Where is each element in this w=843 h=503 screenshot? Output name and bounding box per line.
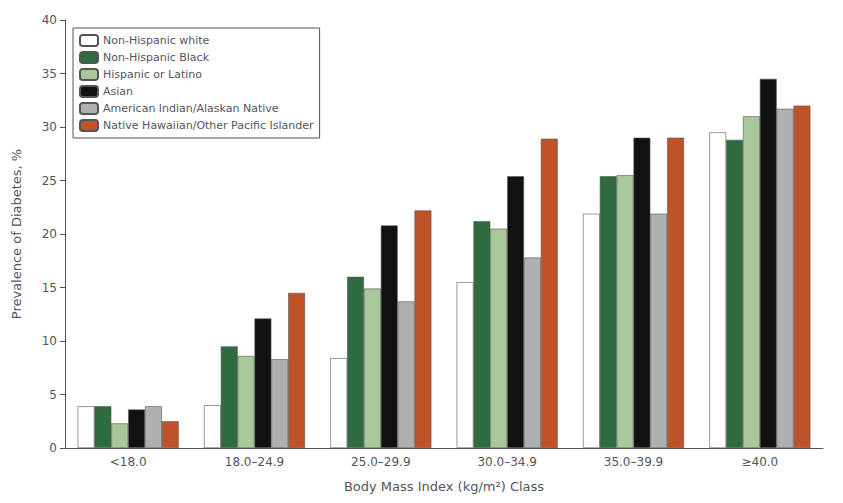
svg-text:30.0–34.9: 30.0–34.9 bbox=[477, 455, 536, 469]
svg-text:0: 0 bbox=[49, 441, 57, 455]
svg-text:5: 5 bbox=[49, 388, 57, 402]
svg-text:<18.0: <18.0 bbox=[110, 455, 147, 469]
svg-text:25.0–29.9: 25.0–29.9 bbox=[351, 455, 410, 469]
svg-text:Non-Hispanic white: Non-Hispanic white bbox=[103, 34, 210, 47]
svg-text:Body Mass Index (kg/m²) Class: Body Mass Index (kg/m²) Class bbox=[344, 479, 544, 494]
svg-text:18.0–24.9: 18.0–24.9 bbox=[225, 455, 284, 469]
svg-text:Native Hawaiian/Other Pacific: Native Hawaiian/Other Pacific Islander bbox=[103, 119, 314, 132]
svg-text:American Indian/Alaskan Native: American Indian/Alaskan Native bbox=[103, 102, 279, 115]
svg-text:40: 40 bbox=[42, 13, 57, 27]
svg-text:≥40.0: ≥40.0 bbox=[741, 455, 778, 469]
svg-text:Asian: Asian bbox=[103, 85, 133, 98]
svg-text:20: 20 bbox=[42, 227, 57, 241]
svg-text:10: 10 bbox=[42, 334, 57, 348]
svg-text:Non-Hispanic Black: Non-Hispanic Black bbox=[103, 51, 210, 64]
svg-text:30: 30 bbox=[42, 120, 57, 134]
svg-text:Prevalence of Diabetes, %: Prevalence of Diabetes, % bbox=[9, 149, 24, 319]
svg-text:25: 25 bbox=[42, 174, 57, 188]
svg-text:35: 35 bbox=[42, 67, 57, 81]
svg-text:35.0–39.9: 35.0–39.9 bbox=[604, 455, 663, 469]
svg-text:Hispanic or Latino: Hispanic or Latino bbox=[103, 68, 202, 81]
svg-text:15: 15 bbox=[42, 281, 57, 295]
